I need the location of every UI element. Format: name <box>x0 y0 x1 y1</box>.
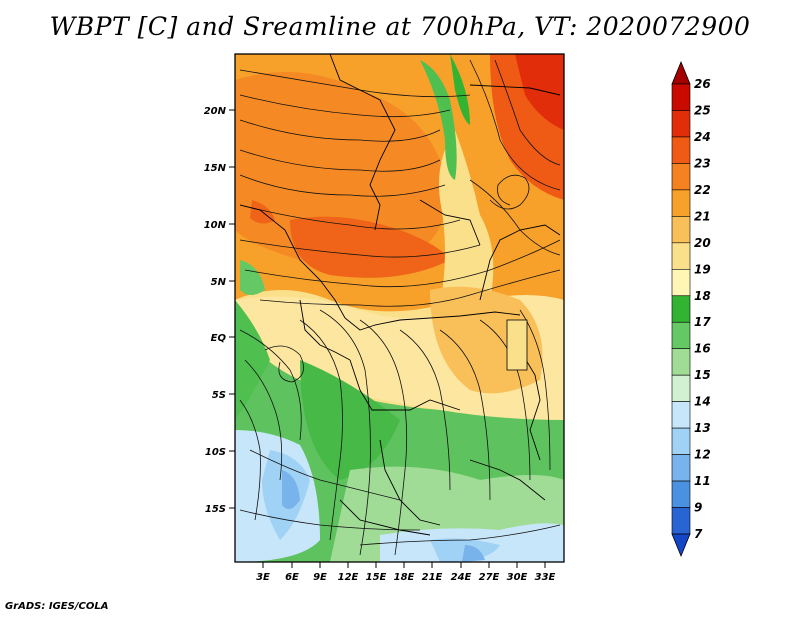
colorbar-segment <box>671 507 691 535</box>
colorbar <box>671 60 691 558</box>
latitude-axis <box>229 109 235 509</box>
colorbar-label: 20 <box>694 236 711 250</box>
colorbar-segment <box>671 110 691 138</box>
lon-label: 27E <box>479 572 500 583</box>
lat-label: 10S <box>205 447 226 458</box>
colorbar-segment <box>671 163 691 191</box>
map-frame <box>234 53 565 563</box>
lat-label: EQ <box>211 333 227 344</box>
colorbar-segment <box>671 83 691 111</box>
colorbar-segment <box>671 189 691 217</box>
colorbar-label: 13 <box>694 421 711 435</box>
colorbar-label: 14 <box>694 395 711 409</box>
lon-label: 12E <box>338 572 359 583</box>
colorbar-label: 12 <box>694 448 711 462</box>
country-borders <box>239 54 561 536</box>
colorbar-label: 16 <box>694 342 711 356</box>
chart-title: WBPT [C] and Sreamline at 700hPa, VT: 20… <box>49 12 751 41</box>
colorbar-label: 26 <box>694 77 711 91</box>
colorbar-segment <box>671 295 691 323</box>
colorbar-segment <box>671 401 691 429</box>
lat-label: 20N <box>204 106 227 117</box>
colorbar-label: 18 <box>694 289 711 303</box>
colorbar-label: 9 <box>694 501 702 515</box>
colorbar-segment <box>671 427 691 455</box>
colorbar-segment <box>671 480 691 508</box>
lon-label: 30E <box>507 572 528 583</box>
lon-label: 18E <box>394 572 415 583</box>
colorbar-segment <box>671 348 691 376</box>
longitude-axis <box>262 562 546 568</box>
lon-label: 9E <box>313 572 327 583</box>
colorbar-label: 17 <box>694 315 711 329</box>
colorbar-segment <box>671 321 691 350</box>
colorbar-label: 7 <box>694 527 703 541</box>
lat-label: 10N <box>204 220 227 231</box>
colorbar-segment <box>671 268 691 297</box>
colorbar-top-arrow <box>671 60 691 85</box>
colorbar-segment <box>671 136 691 164</box>
colorbar-label: 23 <box>694 156 711 170</box>
lat-label: 5N <box>211 277 227 288</box>
lon-label: 3E <box>256 572 270 583</box>
colorbar-label: 21 <box>694 209 711 223</box>
colorbar-segment <box>671 216 691 244</box>
colorbar-label: 19 <box>694 262 711 276</box>
lon-label: 21E <box>422 572 443 583</box>
colorbar-segment <box>671 242 691 270</box>
colorbar-label: 22 <box>694 183 711 197</box>
colorbar-segment <box>671 374 691 402</box>
lat-label: 5S <box>212 390 226 401</box>
grads-credit: GrADS: IGES/COLA <box>5 601 109 612</box>
lon-label: 33E <box>535 572 556 583</box>
colorbar-label: 15 <box>694 368 711 382</box>
lon-label: 24E <box>451 572 472 583</box>
colorbar-label: 25 <box>694 103 711 117</box>
colorbar-label: 11 <box>694 474 711 488</box>
colorbar-labels: 26 25 24 23 22 21 20 19 18 17 16 15 14 13 12 11 9 7 <box>694 77 711 541</box>
wbpt-field <box>235 54 564 562</box>
lat-label: 15S <box>205 504 226 515</box>
lat-label: 15N <box>204 163 227 174</box>
colorbar-segment <box>671 454 691 482</box>
lon-label: 6E <box>285 572 299 583</box>
lake-victoria-region <box>506 319 528 371</box>
colorbar-label: 24 <box>694 130 711 144</box>
colorbar-bottom-arrow <box>671 533 691 558</box>
lon-label: 15E <box>366 572 387 583</box>
